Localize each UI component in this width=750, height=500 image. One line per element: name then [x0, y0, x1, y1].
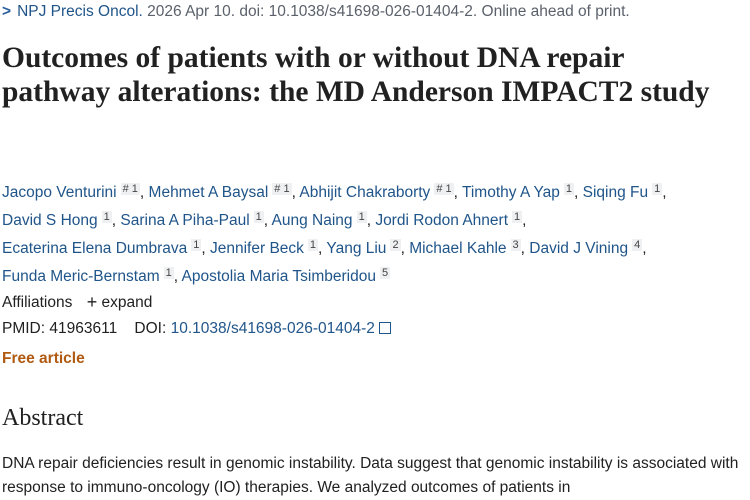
abstract-heading: Abstract — [2, 405, 84, 431]
affiliation-number[interactable]: 1 — [356, 211, 367, 223]
affiliation-number[interactable]: 2 — [390, 239, 401, 251]
affiliation-number[interactable]: # 1 — [434, 183, 454, 195]
affiliation-number[interactable]: 1 — [191, 239, 202, 251]
author-link[interactable]: Yang Liu — [326, 240, 387, 257]
affiliation-number[interactable]: # 1 — [120, 183, 140, 195]
author-item: Sarina A Piha-Paul 1, — [120, 211, 272, 229]
author-item: Jacopo Venturini # 1, — [2, 183, 149, 201]
affiliation-number[interactable]: 1 — [101, 211, 112, 223]
external-link-icon — [378, 322, 391, 334]
author-link[interactable]: Apostolia Maria Tsimberidou — [181, 268, 376, 285]
affiliation-number[interactable]: # 1 — [272, 183, 292, 195]
author-link[interactable]: Sarina A Piha-Paul — [120, 212, 250, 229]
author-link[interactable]: Ecaterina Elena Dumbrava — [2, 240, 188, 257]
author-item: David J Vining 4, — [529, 239, 647, 257]
journal-link[interactable]: NPJ Precis Oncol. — [17, 3, 143, 20]
citation: > NPJ Precis Oncol. 2026 Apr 10. doi: 10.… — [2, 3, 630, 21]
abstract-text: DNA repair deficiencies result in genomi… — [2, 455, 739, 496]
pmid-label: PMID: — [2, 320, 46, 337]
doi-label: DOI: — [134, 320, 167, 337]
pmid-value: 41963611 — [49, 320, 118, 337]
author-item: Aung Naing 1, — [271, 211, 376, 229]
author-link[interactable]: Aung Naing — [271, 212, 353, 229]
author-link[interactable]: Funda Meric-Bernstam — [2, 268, 160, 285]
article-title: Outcomes of patients with or without DNA… — [2, 42, 710, 108]
affiliations-label: Affiliations — [2, 294, 73, 311]
expand-label: expand — [101, 294, 153, 311]
affiliation-number[interactable]: 5 — [379, 267, 391, 279]
author-item: Mehmet A Baysal # 1, — [148, 183, 300, 201]
author-item: Ecaterina Elena Dumbrava 1, — [2, 239, 210, 257]
author-item: Jennifer Beck 1, — [210, 239, 327, 257]
author-item: Siqing Fu 1, — [582, 183, 667, 201]
identifiers: PMID: 41963611 DOI: 10.1038/s41698-026-0… — [2, 320, 391, 338]
author-link[interactable]: David S Hong — [2, 212, 98, 229]
author-link[interactable]: David J Vining — [529, 240, 629, 257]
author-item: Yang Liu 2, — [326, 239, 410, 257]
author-link[interactable]: Siqing Fu — [582, 184, 649, 201]
affiliation-number[interactable]: 3 — [510, 239, 521, 251]
affiliation-number[interactable]: 1 — [163, 267, 174, 279]
author-item: David S Hong 1, — [2, 211, 121, 229]
author-link[interactable]: Jordi Rodon Ahnert — [375, 212, 509, 229]
author-link[interactable]: Timothy A Yap — [461, 184, 560, 201]
affiliation-number[interactable]: 1 — [563, 183, 575, 195]
author-link[interactable]: Michael Kahle — [409, 240, 507, 257]
author-link[interactable]: Jennifer Beck — [210, 240, 304, 257]
author-link[interactable]: Jacopo Venturini — [2, 184, 117, 201]
affiliation-number[interactable]: 4 — [632, 239, 643, 251]
author-item: Funda Meric-Bernstam 1, — [2, 267, 182, 285]
free-article-badge: Free article — [2, 350, 85, 367]
doi-link[interactable]: 10.1038/s41698-026-01404-2 — [171, 320, 391, 337]
citation-details: 2026 Apr 10. doi: 10.1038/s41698-026-014… — [142, 3, 630, 20]
author-link[interactable]: Abhijit Chakraborty — [299, 184, 431, 201]
expand-affiliations-button[interactable]: + expand — [77, 292, 153, 312]
author-item: Jordi Rodon Ahnert 1, — [375, 211, 527, 229]
author-item: Timothy A Yap 1, — [461, 183, 583, 201]
author-item: Abhijit Chakraborty # 1, — [299, 183, 462, 201]
author-item: Michael Kahle 3, — [409, 239, 530, 257]
author-item: Apostolia Maria Tsimberidou 5 — [181, 267, 391, 285]
affiliation-number[interactable]: 1 — [512, 211, 523, 223]
affiliations: Affiliations + expand — [2, 292, 152, 313]
chevron-right-icon[interactable]: > — [2, 3, 12, 20]
plus-icon: + — [86, 292, 98, 312]
affiliation-number[interactable]: 1 — [652, 183, 663, 195]
affiliation-number[interactable]: 1 — [307, 239, 319, 251]
author-link[interactable]: Mehmet A Baysal — [148, 184, 269, 201]
affiliation-number[interactable]: 1 — [253, 211, 264, 223]
author-list: Jacopo Venturini # 1, Mehmet A Baysal # 1,… — [2, 177, 667, 289]
